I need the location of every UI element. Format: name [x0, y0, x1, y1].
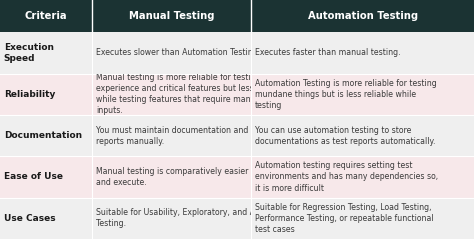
Text: Reliability: Reliability	[4, 90, 55, 99]
Text: You must maintain documentation and test
reports manually.: You must maintain documentation and test…	[96, 125, 266, 146]
Text: Suitable for Usability, Exploratory, and Adhoc
Testing.: Suitable for Usability, Exploratory, and…	[96, 208, 274, 228]
Text: Automation testing requires setting test
environments and has many dependencies : Automation testing requires setting test…	[255, 161, 438, 193]
Text: Manual testing is more reliable for testing user
experience and critical feature: Manual testing is more reliable for test…	[96, 73, 286, 115]
Text: Manual Testing: Manual Testing	[129, 11, 215, 21]
Bar	[92, 74, 251, 115]
Text: Automation Testing: Automation Testing	[308, 11, 418, 21]
Bar	[0, 0, 92, 32]
Text: Executes slower than Automation Testing.: Executes slower than Automation Testing.	[96, 49, 261, 57]
Text: Execution
Speed: Execution Speed	[4, 43, 54, 63]
Bar	[0, 32, 92, 74]
Text: Suitable for Regression Testing, Load Testing,
Performance Testing, or repeatabl: Suitable for Regression Testing, Load Te…	[255, 203, 434, 234]
Bar	[0, 115, 92, 156]
Text: Executes faster than manual testing.: Executes faster than manual testing.	[255, 49, 401, 57]
Bar	[92, 115, 251, 156]
Text: Criteria: Criteria	[25, 11, 67, 21]
Bar	[92, 156, 251, 198]
Text: You can use automation testing to store
documentations as test reports automatic: You can use automation testing to store …	[255, 125, 436, 146]
Text: Ease of Use: Ease of Use	[4, 173, 63, 181]
Bar	[251, 115, 474, 156]
Text: Manual testing is comparatively easier to learn
and execute.: Manual testing is comparatively easier t…	[96, 167, 282, 187]
Bar	[0, 74, 92, 115]
Bar	[0, 198, 92, 239]
Bar	[251, 156, 474, 198]
Text: Automation Testing is more reliable for testing
mundane things but is less relia: Automation Testing is more reliable for …	[255, 79, 437, 110]
Bar	[92, 0, 251, 32]
Text: Use Cases: Use Cases	[4, 214, 55, 223]
Bar	[251, 198, 474, 239]
Bar	[92, 198, 251, 239]
Bar	[0, 156, 92, 198]
Bar	[251, 32, 474, 74]
Bar	[251, 0, 474, 32]
Bar	[92, 32, 251, 74]
Text: Documentation: Documentation	[4, 131, 82, 140]
Bar	[251, 74, 474, 115]
